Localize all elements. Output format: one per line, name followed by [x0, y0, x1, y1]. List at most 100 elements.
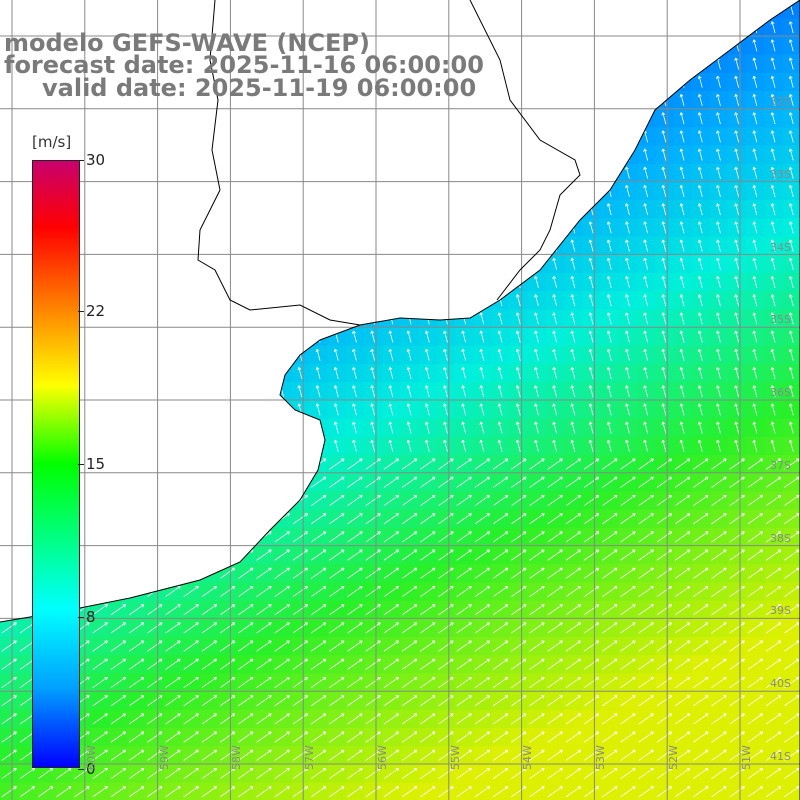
wind-arrow	[297, 166, 303, 179]
wind-arrow	[638, 786, 654, 798]
wind-arrow	[406, 439, 412, 452]
wind-arrow	[310, 513, 327, 525]
wind-speed-cell	[127, 291, 147, 310]
wind-arrow	[492, 749, 509, 761]
wind-speed-cell	[91, 400, 110, 420]
wind-speed-cell	[0, 546, 19, 565]
wind-arrow	[620, 713, 636, 725]
wind-speed-cell	[455, 200, 474, 219]
wind-arrow	[6, 403, 12, 416]
wind-arrow	[643, 439, 649, 452]
wind-speed-cell	[509, 72, 529, 92]
wind-arrow	[661, 39, 667, 52]
wind-arrow	[765, 604, 782, 616]
wind-arrow	[147, 713, 163, 725]
wind-arrow	[565, 604, 582, 616]
wind-speed-cell	[436, 0, 456, 19]
wind-arrow	[656, 786, 673, 798]
wind-speed-cell	[91, 436, 110, 456]
wind-arrow	[693, 585, 709, 597]
wind-arrow	[147, 767, 163, 779]
wind-speed-cell	[0, 0, 19, 19]
wind-arrow	[6, 203, 12, 216]
wind-arrow	[697, 148, 703, 161]
wind-speed-cell	[637, 109, 656, 128]
wind-arrow	[219, 476, 236, 488]
wind-arrow	[6, 94, 12, 106]
wind-speed-cell	[309, 309, 329, 329]
wind-arrow	[588, 166, 594, 179]
wind-arrow	[297, 203, 303, 216]
wind-arrow	[183, 658, 199, 670]
wind-arrow	[6, 348, 12, 361]
wind-arrow	[784, 494, 800, 506]
wind-arrow	[711, 749, 727, 761]
wind-speed-cell	[746, 18, 765, 37]
wind-speed-cell	[109, 273, 128, 292]
wind-arrow	[206, 348, 212, 361]
wind-arrow	[583, 731, 600, 743]
wind-arrow	[406, 276, 412, 288]
wind-arrow	[24, 367, 30, 379]
wind-speed-cell	[309, 254, 329, 274]
wind-speed-cell	[291, 200, 310, 219]
wind-arrow	[620, 476, 636, 488]
wind-arrow	[420, 695, 436, 707]
wind-arrow	[133, 148, 139, 161]
wind-speed-cell	[91, 345, 110, 365]
wind-speed-cell	[473, 127, 492, 147]
wind-arrow	[274, 786, 290, 798]
wind-arrow	[734, 166, 740, 179]
wind-arrow	[1, 458, 17, 470]
wind-arrow	[370, 148, 376, 161]
wind-arrow	[424, 294, 430, 307]
wind-arrow	[511, 640, 527, 652]
wind-arrow	[661, 330, 667, 343]
wind-arrow	[388, 439, 394, 452]
wind-arrow	[424, 166, 430, 179]
wind-arrow	[747, 567, 764, 579]
wind-speed-cell	[145, 182, 165, 201]
wind-arrow	[133, 130, 139, 143]
wind-speed-cell	[236, 382, 256, 401]
wind-speed-cell	[655, 0, 674, 19]
wind-arrow	[661, 166, 667, 179]
wind-speed-cell	[109, 382, 128, 401]
wind-arrow	[620, 640, 636, 652]
wind-speed-cell	[418, 218, 438, 238]
wind-arrow	[292, 549, 309, 561]
wind-arrow	[784, 458, 800, 470]
wind-speed-cell	[782, 782, 800, 800]
wind-arrow	[565, 458, 582, 470]
wind-arrow	[24, 439, 30, 452]
wind-arrow	[128, 676, 145, 688]
wind-arrow	[784, 513, 800, 525]
wind-arrow	[643, 367, 649, 379]
wind-arrow	[602, 585, 618, 597]
wind-arrow	[242, 385, 248, 398]
wind-arrow	[602, 567, 618, 579]
wind-arrow	[729, 676, 745, 688]
wind-arrow	[347, 713, 363, 725]
wind-arrow	[443, 421, 448, 434]
wind-speed-cell	[473, 200, 492, 219]
wind-arrow	[79, 276, 84, 288]
wind-arrow	[693, 476, 709, 488]
wind-speed-cell	[509, 200, 529, 219]
wind-speed-cell	[400, 273, 420, 292]
wind-arrow	[625, 94, 630, 106]
wind-arrow	[310, 767, 327, 779]
wind-arrow	[183, 458, 199, 470]
wind-arrow	[693, 458, 709, 470]
wind-arrow	[256, 458, 272, 470]
wind-speed-cell	[127, 527, 147, 547]
wind-arrow	[638, 604, 654, 616]
wind-speed-cell	[109, 436, 128, 456]
wind-speed-cell	[236, 254, 256, 274]
wind-arrow	[401, 494, 418, 506]
wind-arrow	[242, 439, 248, 452]
wind-arrow	[329, 531, 345, 543]
wind-arrow	[256, 658, 272, 670]
wind-speed-cell	[564, 18, 583, 37]
wind-arrow	[147, 676, 163, 688]
